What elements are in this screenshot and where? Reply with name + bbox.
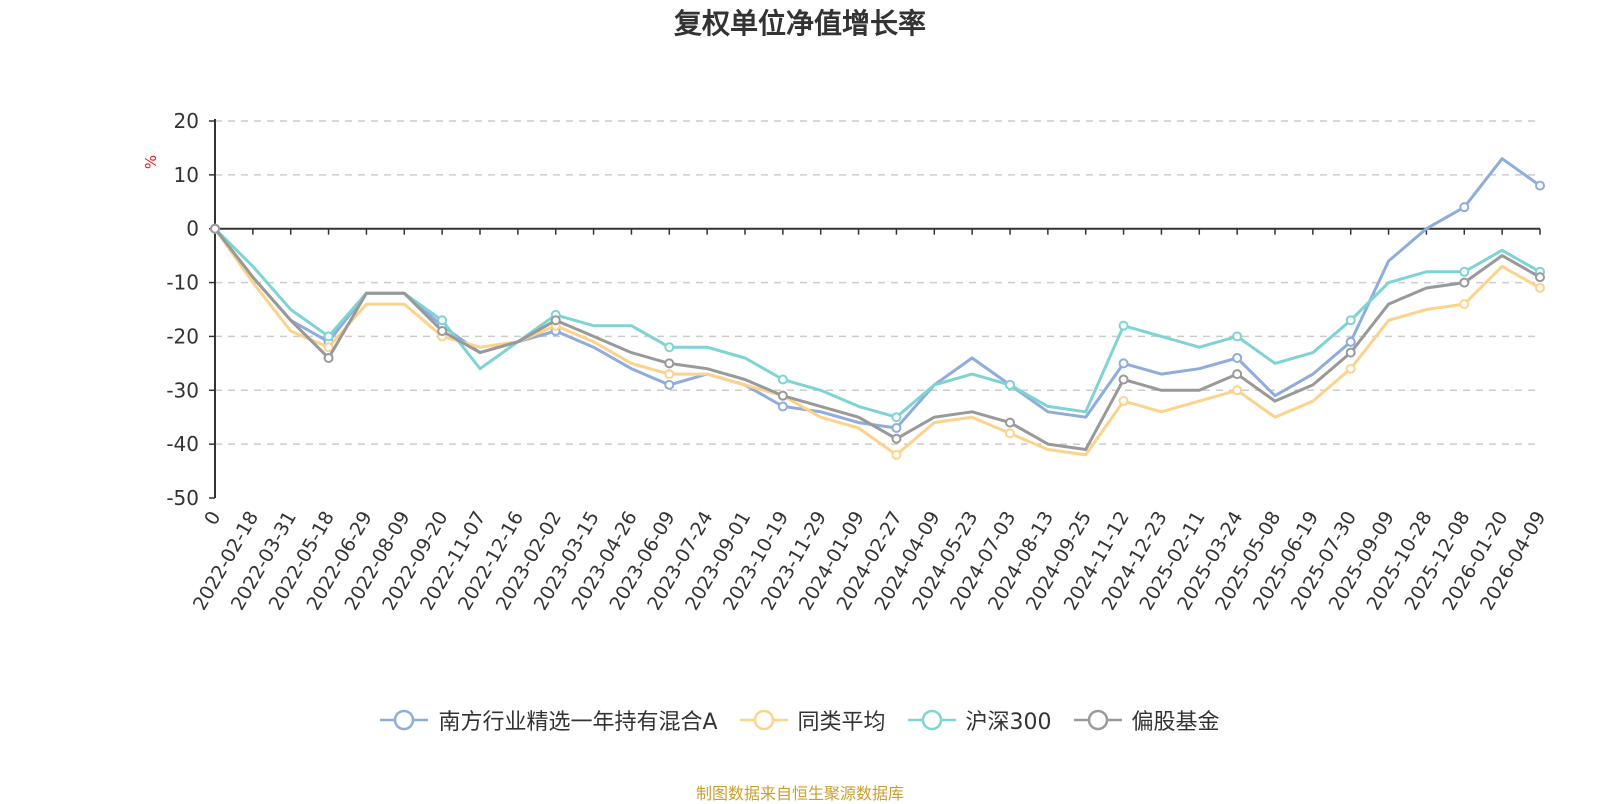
- series-line: [213, 227, 1541, 451]
- data-point: [1118, 320, 1129, 331]
- data-point: [1459, 277, 1470, 288]
- legend-marker-icon: [739, 709, 788, 731]
- series-1: [210, 223, 1545, 460]
- data-point: [437, 326, 448, 337]
- series-line: [213, 157, 1541, 430]
- data-point: [1232, 385, 1243, 396]
- data-source-note: 制图数据来自恒生聚源数据库: [695, 784, 904, 803]
- data-point: [777, 374, 788, 385]
- data-point: [891, 412, 902, 423]
- legend-label: 同类平均: [797, 710, 886, 735]
- data-point: [1459, 299, 1470, 310]
- y-tick-label: 10: [174, 163, 199, 187]
- y-tick-label: -20: [166, 324, 199, 348]
- x-axis-ticks: 02022-02-182022-03-312022-05-182022-06-2…: [189, 228, 1550, 614]
- legend-marker-icon: [1073, 709, 1122, 731]
- data-point: [777, 390, 788, 401]
- series-3: [210, 223, 1545, 451]
- legend-marker-icon: [907, 709, 956, 731]
- legend-label: 南方行业精选一年持有混合A: [438, 710, 718, 735]
- data-point: [1118, 374, 1129, 385]
- data-point: [664, 342, 675, 353]
- series-2: [210, 223, 1545, 423]
- data-point: [664, 379, 675, 390]
- legend-item[interactable]: 同类平均: [739, 704, 886, 736]
- legend-label: 沪深300: [965, 710, 1052, 735]
- y-tick-label: 0: [186, 217, 199, 241]
- data-point: [1535, 180, 1545, 191]
- x-tick-label: 0: [200, 508, 225, 529]
- y-tick-label: -50: [166, 486, 199, 510]
- data-point: [1005, 379, 1015, 390]
- y-tick-label: 20: [174, 109, 199, 133]
- data-point: [1232, 369, 1243, 380]
- axes: [214, 119, 1540, 498]
- data-point: [1459, 202, 1470, 213]
- legend-item[interactable]: 偏股基金: [1073, 704, 1220, 736]
- data-point: [1232, 352, 1243, 363]
- data-point: [323, 342, 334, 353]
- data-point: [1232, 331, 1243, 342]
- y-tick-label: -30: [166, 378, 199, 402]
- data-point: [1118, 358, 1129, 369]
- legend-item[interactable]: 南方行业精选一年持有混合A: [380, 704, 718, 736]
- data-point: [1459, 266, 1470, 277]
- data-point: [1345, 315, 1356, 326]
- data-point: [1118, 396, 1129, 407]
- data-point: [664, 358, 675, 369]
- legend-label: 偏股基金: [1131, 710, 1220, 735]
- data-point: [891, 422, 902, 433]
- data-point: [664, 369, 675, 380]
- data-point: [1005, 417, 1015, 428]
- data-point: [437, 315, 448, 326]
- data-point: [777, 401, 788, 412]
- series-group: [210, 157, 1545, 460]
- legend-item[interactable]: 沪深300: [907, 704, 1052, 736]
- data-point: [1345, 363, 1356, 374]
- data-point: [891, 433, 902, 444]
- data-point: [1535, 282, 1545, 293]
- data-point: [1005, 428, 1015, 439]
- series-line: [213, 227, 1541, 457]
- series-line: [213, 227, 1541, 419]
- y-tick-label: -10: [166, 271, 199, 295]
- y-axis-unit: %: [142, 155, 160, 169]
- data-point: [1345, 347, 1356, 358]
- data-point: [1535, 272, 1545, 283]
- line-chart: 20 10 0 -10 -20 -30 -40 -50 02022-02-182022-03-…: [142, 109, 1550, 614]
- chart-title: 复权单位净值增长率: [673, 7, 926, 40]
- legend: 南方行业精选一年持有混合A 同类平均 沪深300 偏股基金: [0, 704, 1600, 736]
- grid-lines: [215, 120, 1540, 445]
- data-point: [210, 223, 220, 234]
- data-point: [323, 352, 334, 363]
- data-point: [550, 315, 561, 326]
- y-axis-ticks: 20 10 0 -10 -20 -30 -40 -50: [166, 109, 215, 510]
- legend-marker-icon: [380, 709, 429, 731]
- data-point: [323, 331, 334, 342]
- data-point: [1345, 336, 1356, 347]
- data-point: [891, 449, 902, 460]
- y-tick-label: -40: [166, 432, 199, 456]
